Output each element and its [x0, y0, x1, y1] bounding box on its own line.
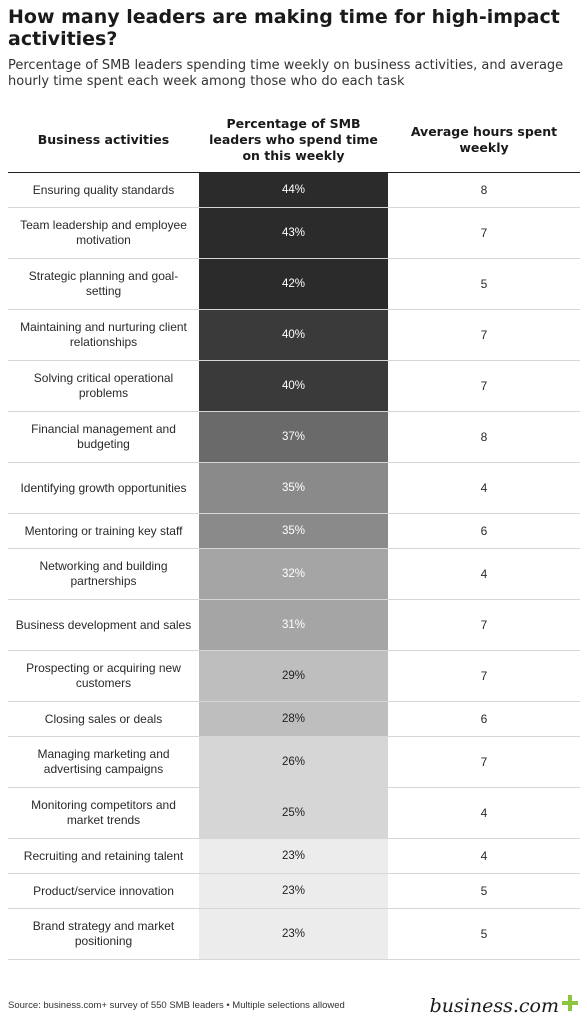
table-row: Mentoring or training key staff 35% 6	[8, 514, 580, 549]
activity-label: Product/service innovation	[33, 883, 174, 898]
table-row: Closing sales or deals 28% 6	[8, 702, 580, 737]
percentage-cell: 29%	[199, 651, 388, 701]
hours-cell: 7	[480, 617, 488, 632]
percentage-value: 32%	[281, 567, 306, 580]
percentage-value: 29%	[281, 669, 306, 682]
hours-cell: 5	[480, 276, 488, 291]
column-header-hours: Average hours spent weekly	[410, 124, 558, 155]
activity-label: Recruiting and retaining talent	[23, 848, 184, 863]
percentage-cell: 42%	[199, 259, 388, 309]
percentage-value: 42%	[281, 277, 306, 290]
plus-icon	[561, 994, 579, 1017]
activity-label: Team leadership and employee motivation	[20, 218, 187, 247]
table-row: Business development and sales 31% 7	[8, 600, 580, 651]
percentage-cell: 43%	[199, 208, 388, 258]
percentage-cell: 25%	[199, 788, 388, 838]
percentage-cell: 44%	[199, 173, 388, 207]
page-subtitle: Percentage of SMB leaders spending time …	[8, 58, 564, 89]
activity-label: Identifying growth opportunities	[20, 480, 187, 495]
activity-label: Maintaining and nurturing client relatio…	[20, 320, 187, 349]
hours-cell: 8	[480, 429, 488, 444]
percentage-value: 31%	[281, 618, 306, 631]
percentage-value: 26%	[281, 755, 306, 768]
column-header-percentage: Percentage of SMB leaders who spend time…	[209, 116, 378, 163]
table-row: Maintaining and nurturing client relatio…	[8, 310, 580, 361]
percentage-cell: 40%	[199, 310, 388, 360]
percentage-cell: 35%	[199, 463, 388, 513]
activity-label: Mentoring or training key staff	[24, 523, 183, 538]
hours-cell: 7	[480, 378, 488, 393]
hours-cell: 4	[480, 566, 488, 581]
table-header: Business activities Percentage of SMB le…	[8, 108, 580, 173]
activity-label: Monitoring competitors and market trends	[31, 798, 176, 827]
table-row: Prospecting or acquiring new customers 29…	[8, 651, 580, 702]
table-row: Brand strategy and market positioning 23%…	[8, 909, 580, 960]
brand-logo: business.com	[430, 994, 579, 1017]
table-body: Ensuring quality standards 44% 8 Team leade…	[8, 173, 580, 960]
percentage-value: 43%	[281, 226, 306, 239]
percentage-value: 35%	[281, 481, 306, 494]
percentage-value: 25%	[281, 806, 306, 819]
activity-label: Strategic planning and goal-setting	[28, 269, 179, 298]
percentage-cell: 26%	[199, 737, 388, 787]
activity-label: Networking and building partnerships	[39, 559, 168, 588]
percentage-cell: 23%	[199, 909, 388, 959]
page-title: How many leaders are making time for hig…	[8, 6, 560, 50]
hours-cell: 4	[480, 480, 488, 495]
table-row: Recruiting and retaining talent 23% 4	[8, 839, 580, 874]
table-row: Ensuring quality standards 44% 8	[8, 173, 580, 208]
percentage-value: 23%	[281, 849, 306, 862]
percentage-cell: 23%	[199, 874, 388, 908]
activity-label: Brand strategy and market positioning	[32, 919, 175, 948]
activities-table: Business activities Percentage of SMB le…	[8, 108, 580, 960]
hours-cell: 6	[480, 523, 488, 538]
logo-text: business.com	[429, 994, 559, 1017]
column-header-activity: Business activities	[37, 132, 170, 147]
table-row: Team leadership and employee motivation 4…	[8, 208, 580, 259]
percentage-value: 35%	[281, 524, 306, 537]
percentage-value: 28%	[281, 712, 306, 725]
percentage-value: 40%	[281, 379, 306, 392]
percentage-cell: 35%	[199, 514, 388, 548]
hours-cell: 8	[480, 182, 488, 197]
table-row: Networking and building partnerships 32% 4	[8, 549, 580, 600]
percentage-value: 23%	[281, 884, 306, 897]
hours-cell: 5	[480, 883, 488, 898]
source-note: Source: business.com+ survey of 550 SMB …	[8, 1000, 345, 1011]
percentage-cell: 32%	[199, 549, 388, 599]
percentage-cell: 40%	[199, 361, 388, 411]
activity-label: Prospecting or acquiring new customers	[26, 661, 181, 690]
percentage-value: 37%	[281, 430, 306, 443]
activity-label: Solving critical operational problems	[33, 371, 174, 400]
activity-label: Closing sales or deals	[44, 711, 163, 726]
table-row: Solving critical operational problems 40%…	[8, 361, 580, 412]
activity-label: Managing marketing and advertising campa…	[37, 747, 170, 776]
hours-cell: 4	[480, 848, 488, 863]
percentage-value: 23%	[281, 927, 306, 940]
activity-label: Ensuring quality standards	[32, 182, 175, 197]
hours-cell: 6	[480, 711, 488, 726]
activity-label: Financial management and budgeting	[31, 422, 176, 451]
hours-cell: 7	[480, 668, 488, 683]
activity-label: Business development and sales	[15, 617, 192, 632]
hours-cell: 7	[480, 327, 488, 342]
table-row: Monitoring competitors and market trends…	[8, 788, 580, 839]
percentage-cell: 28%	[199, 702, 388, 736]
hours-cell: 5	[480, 926, 488, 941]
table-row: Financial management and budgeting 37% 8	[8, 412, 580, 463]
percentage-cell: 23%	[199, 839, 388, 873]
percentage-cell: 31%	[199, 600, 388, 650]
percentage-value: 40%	[281, 328, 306, 341]
table-row: Managing marketing and advertising campa…	[8, 737, 580, 788]
hours-cell: 7	[480, 225, 488, 240]
percentage-value: 44%	[281, 183, 306, 196]
table-row: Product/service innovation 23% 5	[8, 874, 580, 909]
table-row: Identifying growth opportunities 35% 4	[8, 463, 580, 514]
percentage-cell: 37%	[199, 412, 388, 462]
table-row: Strategic planning and goal-setting 42% 5	[8, 259, 580, 310]
hours-cell: 7	[480, 754, 488, 769]
hours-cell: 4	[480, 805, 488, 820]
